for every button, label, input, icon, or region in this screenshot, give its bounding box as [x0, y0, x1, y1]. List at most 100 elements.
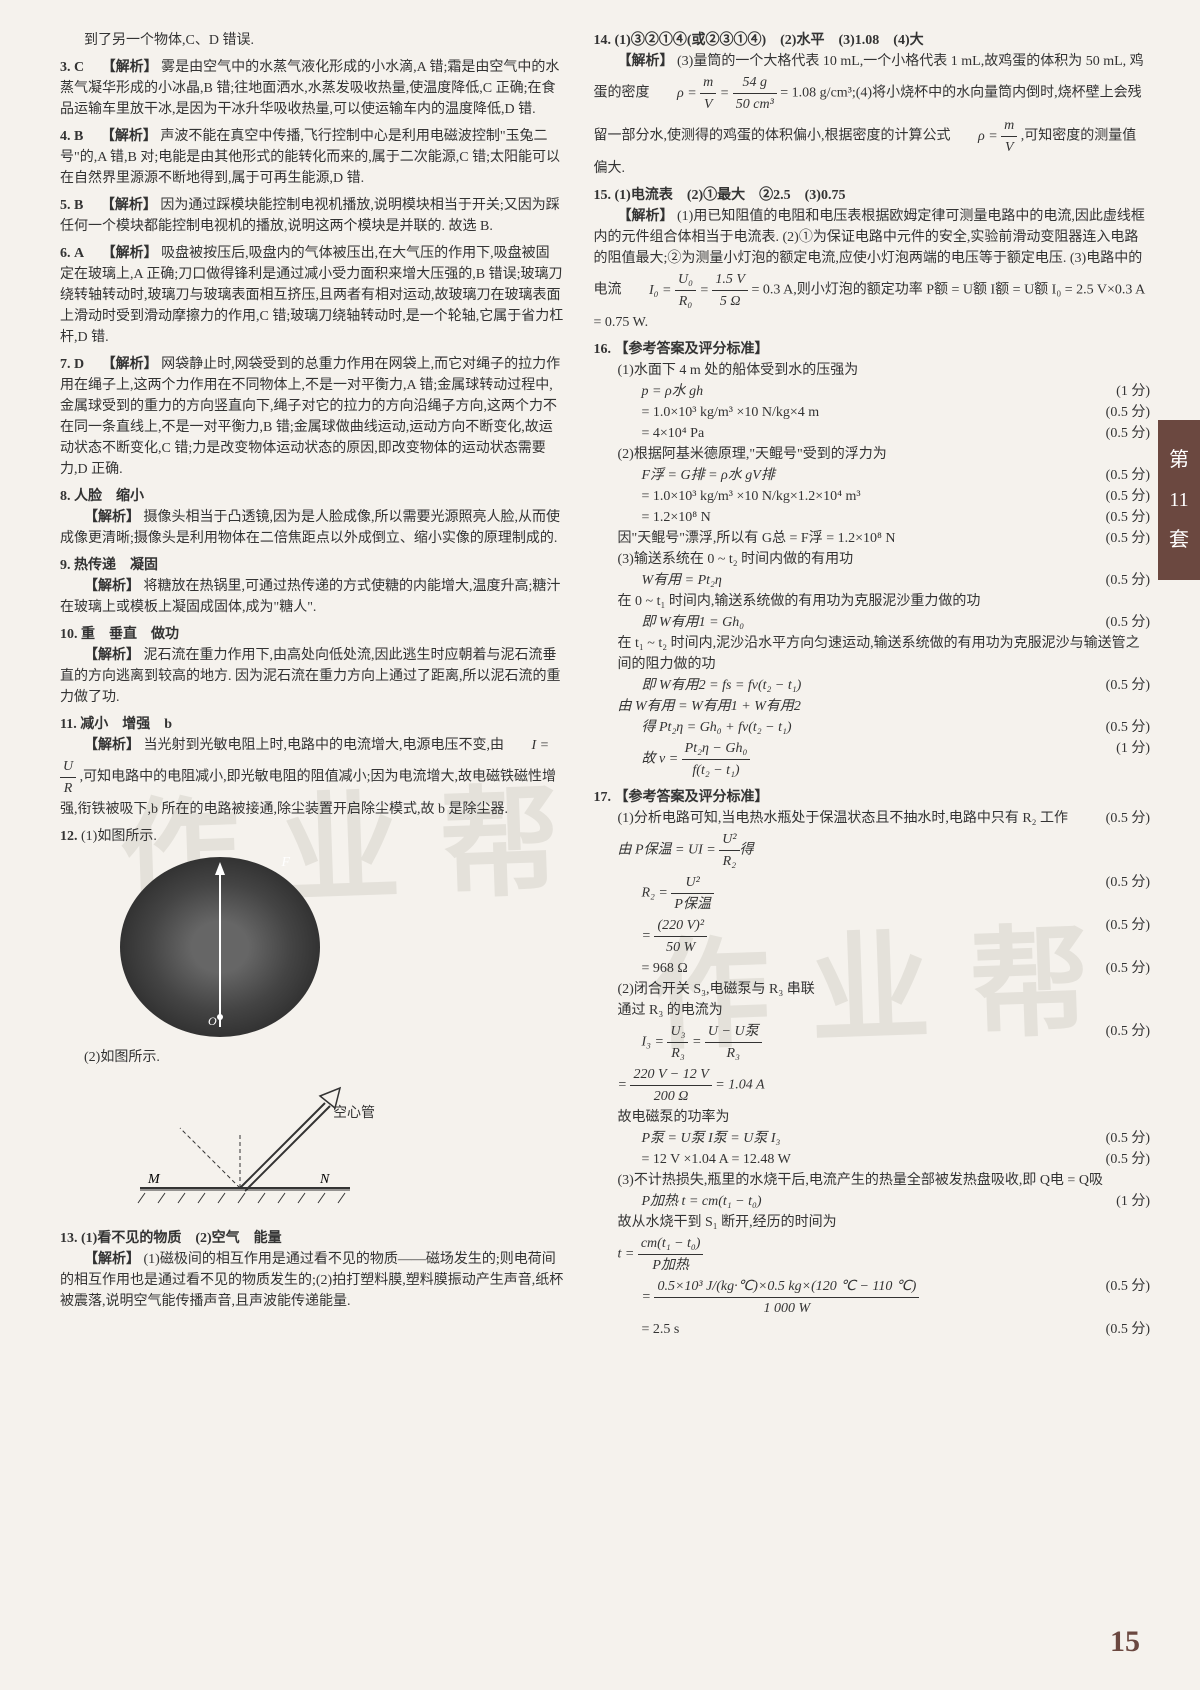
svg-text:N: N: [319, 1172, 330, 1187]
qnum: 15.: [594, 188, 612, 203]
title: 【参考答案及评分标准】: [615, 342, 769, 357]
sc: (0.5 分): [1106, 808, 1150, 829]
right-column: 14. (1)③②①④(或②③①④) (2)水平 (3)1.08 (4)大 【解…: [594, 30, 1151, 1346]
qnum: 7.: [60, 357, 71, 372]
side-l2: 11: [1169, 485, 1188, 515]
sc: (0.5 分): [1106, 465, 1150, 486]
answer: 重 垂直 做功: [81, 627, 179, 642]
item-11: 11. 减小 增强 b 【解析】 当光射到光敏电阻上时,电路中的电流增大,电源电…: [60, 714, 564, 820]
p1: (1)如图所示.: [81, 829, 157, 844]
l1: (1)分析电路可知,当电热水瓶处于保温状态且不抽水时,电路中只有 R₂ 工作: [618, 808, 1069, 829]
l14: P加热 t = cm(t₁ − t₀): [618, 1191, 762, 1212]
qnum: 17.: [594, 790, 612, 805]
side-tab: 第 11 套: [1158, 420, 1200, 580]
sc: (0.5 分): [1106, 1021, 1150, 1042]
l8: I₃ = U₃R₃ = U − U泵R₃: [618, 1021, 762, 1064]
qnum: 12.: [60, 829, 78, 844]
svg-text:O: O: [208, 1014, 217, 1028]
sc: (1 分): [1116, 1191, 1150, 1212]
l18: 故 v = Pt₂η − Gh₀f(t₂ − t₁): [618, 738, 751, 781]
side-l3: 套: [1169, 525, 1189, 555]
l11: W有用 = Pt₂η: [618, 570, 722, 591]
figure-sphere: O: [120, 857, 320, 1037]
item-16: 16. 【参考答案及评分标准】 (1)水面下 4 m 处的船体受到水的压强为 p…: [594, 339, 1151, 781]
sc: (0.5 分): [1106, 612, 1150, 633]
item-17: 17. 【参考答案及评分标准】 (1)分析电路可知,当电热水瓶处于保温状态且不抽…: [594, 787, 1151, 1340]
label: 【解析】: [102, 60, 158, 75]
item-12: 12. (1)如图所示. O (2)如图所示.: [60, 826, 564, 1218]
l6: F浮 = G排 = ρ水 gV排: [618, 465, 775, 486]
sc: (0.5 分): [1106, 1276, 1150, 1297]
l4: = (220 V)²50 W: [618, 915, 708, 958]
item-2-tail: 到了另一个物体,C、D 错误.: [60, 30, 564, 51]
l9: = 220 V − 12 V200 Ω = 1.04 A: [594, 1064, 1151, 1107]
formula: ρ = mV = 54 g50 cm³: [653, 86, 777, 101]
analysis-post: ,可知电路中的电阻减小,即光敏电阻的阻值减小;因为电流增大,故电磁铁磁性增强,衔…: [60, 770, 556, 817]
item-10: 10. 重 垂直 做功 【解析】 泥石流在重力作用下,由高处向低处流,因此逃生时…: [60, 624, 564, 708]
answer: (1)电流表 (2)①最大 ②2.5 (3)0.75: [615, 188, 846, 203]
answer: 减小 增强 b: [80, 717, 172, 732]
answer: B: [74, 129, 83, 144]
l6: (2)闭合开关 S₃,电磁泵与 R₃ 串联: [594, 979, 1151, 1000]
answer: 人脸 缩小: [74, 489, 144, 504]
sc: (1 分): [1116, 738, 1150, 759]
label: 【解析】: [594, 209, 674, 224]
label: 【解析】: [102, 357, 158, 372]
qnum: 11.: [60, 717, 77, 732]
sc: (0.5 分): [1106, 675, 1150, 696]
sc: (0.5 分): [1106, 528, 1150, 549]
qnum: 4.: [60, 129, 71, 144]
qnum: 6.: [60, 246, 71, 261]
item-7: 7. D 【解析】 网袋静止时,网袋受到的总重力作用在网袋上,而它对绳子的拉力作…: [60, 354, 564, 480]
l17: 得 Pt₂η = Gh₀ + fv(t₂ − t₁): [618, 717, 792, 738]
sc: (0.5 分): [1106, 402, 1150, 423]
label: 【解析】: [102, 246, 158, 261]
item-15: 15. (1)电流表 (2)①最大 ②2.5 (3)0.75 【解析】 (1)用…: [594, 185, 1151, 333]
l10: (3)输送系统在 0 ~ t₂ 时间内做的有用功: [594, 549, 1151, 570]
svg-text:M: M: [147, 1172, 161, 1187]
l13: 即 W有用1 = Gh₀: [618, 612, 745, 633]
l15: 即 W有用2 = fs = fv(t₂ − t₁): [618, 675, 802, 696]
sc: (0.5 分): [1106, 872, 1150, 893]
l9: 因"天鲲号"漂浮,所以有 G总 = F浮 = 1.2×10⁸ N: [618, 528, 896, 549]
title: 【参考答案及评分标准】: [615, 790, 769, 805]
l14: 在 t₁ ~ t₂ 时间内,泥沙沿水平方向匀速运动,输送系统做的有用功为克服泥沙…: [594, 633, 1151, 675]
l10: 故电磁泵的功率为: [594, 1107, 1151, 1128]
sc: (0.5 分): [1106, 958, 1150, 979]
label: 【解析】: [101, 198, 157, 213]
qnum: 13.: [60, 1231, 78, 1246]
l12: 在 0 ~ t₁ 时间内,输送系统做的有用功为克服泥沙重力做的功: [594, 591, 1151, 612]
sc: (0.5 分): [1106, 1319, 1150, 1340]
item-13: 13. (1)看不见的物质 (2)空气 能量 【解析】 (1)磁极间的相互作用是…: [60, 1228, 564, 1312]
label: 【解析】: [60, 510, 140, 525]
sc: (0.5 分): [1106, 717, 1150, 738]
item-5: 5. B 【解析】 因为通过踩模块能控制电视机播放,说明模块相当于开关;又因为踩…: [60, 195, 564, 237]
l1: (1)水面下 4 m 处的船体受到水的压强为: [594, 360, 1151, 381]
l7: 通过 R₃ 的电流为: [594, 1000, 1151, 1021]
formula: I₀ = U₀R₀ = 1.5 V5 Ω: [625, 283, 748, 298]
sc: (0.5 分): [1106, 915, 1150, 936]
fig2-label: 空心管: [333, 1103, 375, 1124]
sc: (0.5 分): [1106, 507, 1150, 528]
l3: R₂ = U²P保温: [618, 872, 714, 915]
answer: A: [74, 246, 84, 261]
item-3: 3. C 【解析】 雾是由空气中的水蒸气液化形成的小水滴,A 错;霜是由空气中的…: [60, 57, 564, 120]
figure-tube: M N 空心管: [120, 1078, 380, 1218]
l17: = 0.5×10³ J/(kg·℃)×0.5 kg×(120 ℃ − 110 ℃…: [618, 1276, 920, 1319]
sc: (0.5 分): [1106, 1149, 1150, 1170]
label: 【解析】: [594, 54, 674, 69]
item-8: 8. 人脸 缩小 【解析】 摄像头相当于凸透镜,因为是人脸成像,所以需要光源照亮…: [60, 486, 564, 549]
qnum: 3.: [60, 60, 71, 75]
label: 【解析】: [101, 129, 157, 144]
l3: = 1.0×10³ kg/m³ ×10 N/kg×4 m: [618, 402, 820, 423]
analysis-pre: 当光射到光敏电阻上时,电路中的电流增大,电源电压不变,由: [144, 738, 505, 753]
l7: = 1.0×10³ kg/m³ ×10 N/kg×1.2×10⁴ m³: [618, 486, 861, 507]
l16: 由 W有用 = W有用1 + W有用2: [594, 696, 1151, 717]
item-9: 9. 热传递 凝固 【解析】 将糖放在热锅里,可通过热传递的方式使糖的内能增大,…: [60, 555, 564, 618]
formula: ρ = mV: [954, 129, 1017, 144]
page-number: 15: [1110, 1619, 1140, 1664]
qnum: 10.: [60, 627, 78, 642]
label: 【解析】: [60, 579, 140, 594]
l2: 由 P保温 = UI = U²R₂得: [594, 829, 1151, 872]
answer: (1)③②①④(或②③①④) (2)水平 (3)1.08 (4)大: [615, 33, 924, 48]
